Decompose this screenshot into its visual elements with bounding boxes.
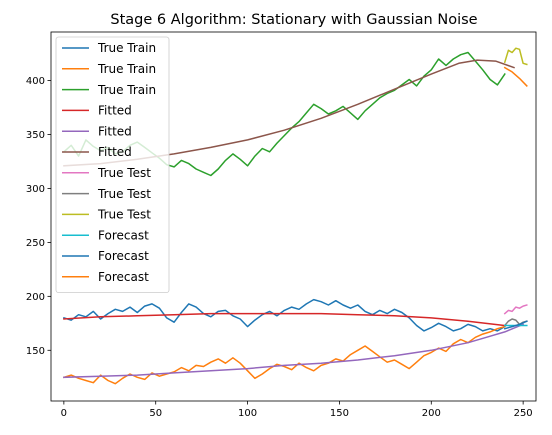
- y-tick-label: 400: [26, 76, 45, 87]
- series-line-7: [503, 304, 528, 315]
- legend-label: True Test: [97, 166, 151, 180]
- series-line-1: [62, 298, 506, 332]
- x-tick-label: 50: [149, 408, 162, 419]
- legend-label: Fitted: [98, 104, 132, 118]
- legend-label: Forecast: [98, 249, 149, 263]
- legend-label: Forecast: [98, 270, 149, 284]
- legend: True Train True Train True Train Fitted Fitt…: [55, 36, 170, 294]
- y-tick-label: 300: [26, 184, 45, 195]
- series-line-5: [63, 323, 525, 379]
- legend-label: True Train: [97, 41, 156, 55]
- chart-title: Stage 6 Algorithm: Stationary with Gauss…: [110, 12, 477, 28]
- legend-label: True Test: [97, 187, 151, 201]
- series-line-12: [503, 66, 528, 87]
- x-tick-label: 0: [61, 408, 67, 419]
- legend-label: Fitted: [98, 124, 132, 138]
- y-tick-label: 200: [26, 292, 45, 303]
- series-line-2: [62, 325, 506, 385]
- x-tick-label: 200: [422, 408, 441, 419]
- y-tick-label: 150: [26, 346, 45, 357]
- legend-label: True Train: [97, 83, 156, 97]
- y-tick-label: 350: [26, 130, 45, 141]
- legend-label: True Test: [97, 208, 151, 222]
- series-line-11: [503, 320, 528, 330]
- legend-label: Fitted: [98, 145, 132, 159]
- x-tick-label: 100: [238, 408, 257, 419]
- legend-box: [55, 36, 170, 294]
- x-tick-label: 250: [514, 408, 533, 419]
- legend-label: True Train: [97, 62, 156, 76]
- legend-label: Forecast: [98, 228, 149, 242]
- axes: 0 50 100 150 200 250 150 200 250 300 350 400: [26, 31, 537, 419]
- series-line-9: [503, 47, 528, 66]
- x-tick-label: 150: [330, 408, 349, 419]
- plot-frame: [50, 31, 537, 402]
- series-line-4: [63, 312, 506, 327]
- y-tick-label: 250: [26, 238, 45, 249]
